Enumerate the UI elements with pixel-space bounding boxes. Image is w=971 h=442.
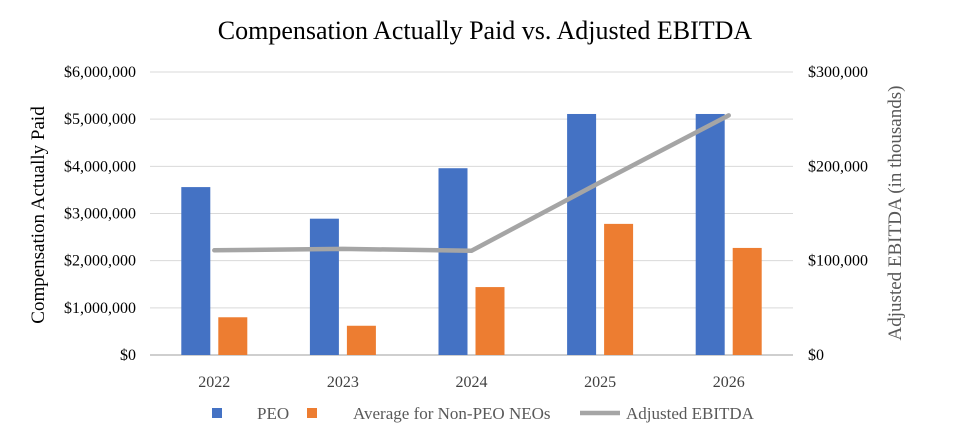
y-tick-label: $6,000,000	[64, 64, 136, 81]
y-tick-label: $5,000,000	[64, 111, 136, 128]
x-axis-ticks: 2022 2023 2024 2025 2026	[198, 374, 744, 391]
bar	[309, 218, 339, 355]
y2-tick-label: $300,000	[808, 64, 868, 81]
line-marks	[212, 113, 731, 254]
x-tick-label: 2026	[713, 374, 745, 391]
y-tick-label: $3,000,000	[64, 206, 136, 223]
y2-tick-label: $100,000	[808, 253, 868, 270]
y-tick-label: $0	[120, 347, 136, 364]
bar	[346, 325, 376, 355]
bar	[181, 187, 211, 355]
legend-label: PEO	[257, 404, 289, 423]
x-tick-label: 2025	[584, 374, 616, 391]
bar	[438, 168, 468, 355]
left-axis-label: Compensation Actually Paid	[28, 106, 49, 324]
x-tick-label: 2022	[198, 374, 230, 391]
bar	[475, 287, 505, 355]
right-axis-ticks: $0 $100,000 $200,000 $300,000	[808, 64, 868, 364]
legend-swatch	[307, 408, 317, 418]
bar	[732, 247, 762, 355]
bar	[695, 113, 725, 355]
right-axis-label: Adjusted EBITDA (in thousands)	[885, 86, 906, 341]
y-tick-label: $1,000,000	[64, 300, 136, 317]
bar	[567, 113, 597, 355]
x-tick-label: 2023	[327, 374, 359, 391]
bar-marks	[181, 113, 762, 355]
legend-swatch	[212, 408, 222, 418]
series-line	[212, 113, 731, 254]
chart-title: Compensation Actually Paid vs. Adjusted …	[218, 16, 753, 45]
legend: PEO Average for Non-PEO NEOs Adjusted EBIT…	[212, 404, 755, 423]
y-tick-label: $2,000,000	[64, 253, 136, 270]
legend-label: Adjusted EBITDA	[626, 404, 755, 423]
y2-tick-label: $0	[808, 347, 824, 364]
bar	[604, 223, 634, 355]
y2-tick-label: $200,000	[808, 158, 868, 175]
x-tick-label: 2024	[456, 374, 488, 391]
left-axis-ticks: $0 $1,000,000 $2,000,000 $3,000,000 $4,000,0…	[64, 64, 136, 364]
legend-label: Average for Non-PEO NEOs	[353, 404, 551, 423]
bar	[218, 317, 248, 355]
gridlines	[150, 71, 793, 356]
y-tick-label: $4,000,000	[64, 158, 136, 175]
